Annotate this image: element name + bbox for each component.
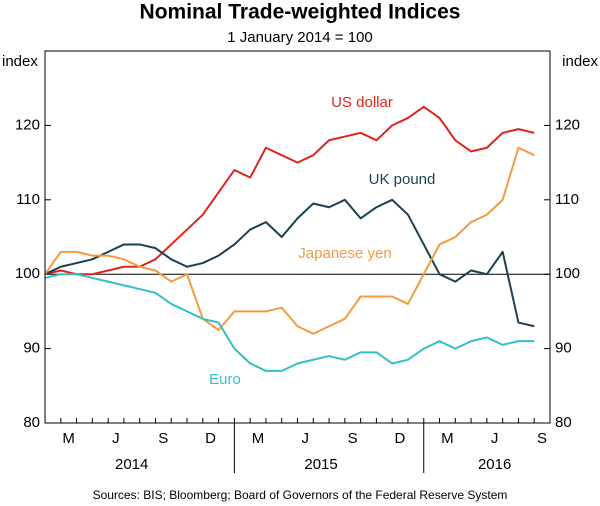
- series-line: [44, 273, 535, 372]
- series-line: [44, 146, 535, 335]
- y2-tick-label: 110: [555, 191, 579, 208]
- x-tick-label: J: [491, 430, 499, 447]
- y2-tick-label: 100: [555, 265, 580, 282]
- x-tick-label: D: [395, 430, 406, 447]
- chart-title: Nominal Trade-weighted Indices: [140, 1, 461, 24]
- series-line: [44, 198, 535, 328]
- y-tick-label: 100: [15, 265, 40, 282]
- y-tick-label: 110: [16, 191, 40, 208]
- x-tick-label: D: [205, 430, 216, 447]
- year-label: 2016: [478, 456, 511, 473]
- year-label: 2015: [304, 456, 337, 473]
- x-tick-label: M: [252, 430, 265, 447]
- x-tick-label: M: [441, 430, 454, 447]
- y2-axis-label: index: [562, 53, 598, 70]
- y-tick-label: 80: [23, 414, 40, 431]
- series-line: [44, 105, 535, 276]
- y-tick-label: 120: [15, 116, 40, 133]
- series-label: Euro: [209, 371, 241, 388]
- chart-subtitle: 1 January 2014 = 100: [227, 29, 373, 46]
- x-tick-label: J: [302, 430, 310, 447]
- source-note: Sources: BIS; Bloomberg; Board of Govern…: [93, 488, 508, 502]
- year-label: 2014: [115, 456, 148, 473]
- y2-tick-label: 120: [555, 116, 580, 133]
- x-tick-label: J: [112, 430, 120, 447]
- y2-tick-label: 90: [555, 340, 572, 357]
- x-tick-label: S: [158, 430, 168, 447]
- y-tick-label: 90: [23, 340, 40, 357]
- series-label: UK pound: [369, 171, 436, 188]
- series-label: US dollar: [331, 94, 393, 111]
- x-tick-label: M: [62, 430, 75, 447]
- y2-tick-label: 80: [555, 414, 572, 431]
- x-tick-label: S: [348, 430, 358, 447]
- series-label: Japanese yen: [298, 245, 391, 262]
- x-tick-label: S: [537, 430, 547, 447]
- y-axis-label: index: [2, 53, 38, 70]
- plot-frame: [44, 50, 551, 424]
